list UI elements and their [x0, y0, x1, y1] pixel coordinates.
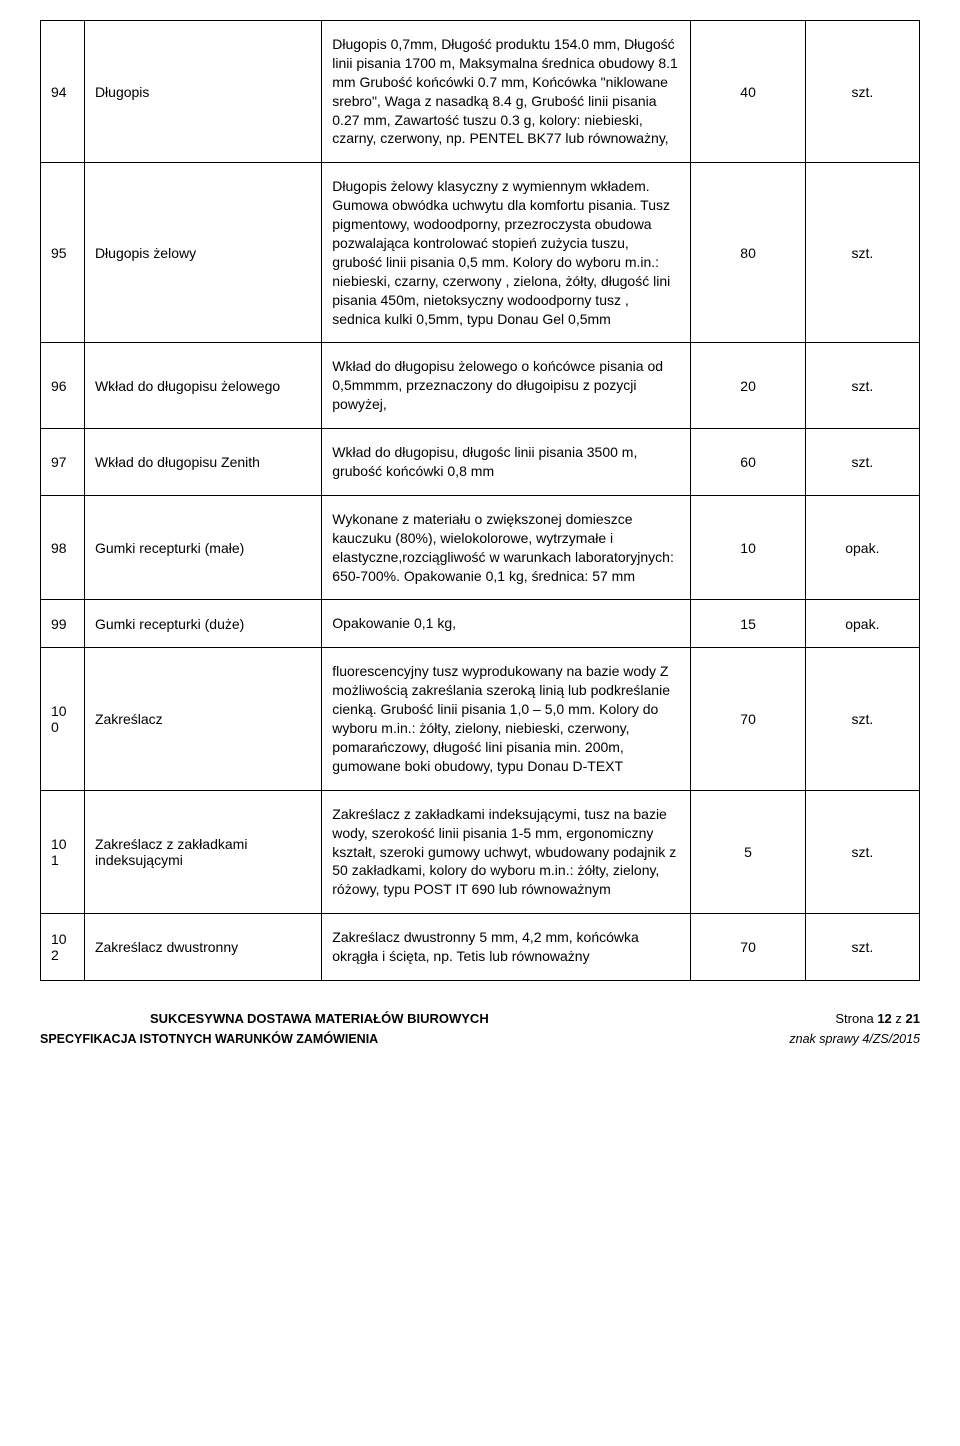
row-name: Wkład do długopisu żelowego	[84, 343, 321, 429]
row-unit: szt.	[805, 343, 919, 429]
row-desc: Zakreślacz z zakładkami indeksującymi, t…	[322, 790, 691, 913]
row-unit: opak.	[805, 495, 919, 600]
row-unit: szt.	[805, 914, 919, 981]
row-name: Zakreślacz z zakładkami indeksującymi	[84, 790, 321, 913]
row-unit: szt.	[805, 648, 919, 790]
table-row: 100Zakreślaczfluorescencyjny tusz wyprod…	[41, 648, 920, 790]
table-row: 102Zakreślacz dwustronnyZakreślacz dwust…	[41, 914, 920, 981]
row-unit: szt.	[805, 790, 919, 913]
row-name: Zakreślacz	[84, 648, 321, 790]
table-row: 95Długopis żelowyDługopis żelowy klasycz…	[41, 163, 920, 343]
row-num: 98	[41, 495, 85, 600]
row-qty: 80	[691, 163, 805, 343]
row-name: Długopis	[84, 21, 321, 163]
page-footer: SUKCESYWNA DOSTAWA MATERIAŁÓW BIUROWYCH …	[40, 1011, 920, 1046]
row-num: 101	[41, 790, 85, 913]
table-row: 94DługopisDługopis 0,7mm, Długość produk…	[41, 21, 920, 163]
table-row: 97Wkład do długopisu ZenithWkład do dług…	[41, 429, 920, 496]
row-num: 97	[41, 429, 85, 496]
row-desc: Wykonane z materiału o zwiększonej domie…	[322, 495, 691, 600]
table-row: 99Gumki recepturki (duże)Opakowanie 0,1 …	[41, 600, 920, 648]
row-num: 95	[41, 163, 85, 343]
row-desc: Wkład do długopisu, długośc linii pisani…	[322, 429, 691, 496]
row-qty: 70	[691, 914, 805, 981]
row-qty: 70	[691, 648, 805, 790]
row-qty: 15	[691, 600, 805, 648]
row-qty: 60	[691, 429, 805, 496]
table-row: 98Gumki recepturki (małe)Wykonane z mate…	[41, 495, 920, 600]
row-unit: szt.	[805, 21, 919, 163]
row-num: 96	[41, 343, 85, 429]
row-qty: 5	[691, 790, 805, 913]
row-qty: 40	[691, 21, 805, 163]
row-name: Wkład do długopisu Zenith	[84, 429, 321, 496]
table-row: 101Zakreślacz z zakładkami indeksującymi…	[41, 790, 920, 913]
row-name: Zakreślacz dwustronny	[84, 914, 321, 981]
page-total: 21	[906, 1011, 920, 1026]
page-current: 12	[877, 1011, 891, 1026]
row-name: Gumki recepturki (małe)	[84, 495, 321, 600]
row-unit: szt.	[805, 429, 919, 496]
row-desc: Wkład do długopisu żelowego o końcówce p…	[322, 343, 691, 429]
page-indicator: Strona 12 z 21	[835, 1011, 920, 1026]
row-qty: 20	[691, 343, 805, 429]
row-num: 99	[41, 600, 85, 648]
spec-table: 94DługopisDługopis 0,7mm, Długość produk…	[40, 20, 920, 981]
row-num: 94	[41, 21, 85, 163]
page-sep: z	[895, 1011, 902, 1026]
row-desc: Zakreślacz dwustronny 5 mm, 4,2 mm, końc…	[322, 914, 691, 981]
row-name: Gumki recepturki (duże)	[84, 600, 321, 648]
row-name: Długopis żelowy	[84, 163, 321, 343]
footer-znak: znak sprawy 4/ZS/2015	[789, 1032, 920, 1046]
table-row: 96Wkład do długopisu żelowegoWkład do dł…	[41, 343, 920, 429]
row-desc: Opakowanie 0,1 kg,	[322, 600, 691, 648]
row-desc: Długopis 0,7mm, Długość produktu 154.0 m…	[322, 21, 691, 163]
footer-title: SUKCESYWNA DOSTAWA MATERIAŁÓW BIUROWYCH	[150, 1011, 489, 1026]
row-num: 100	[41, 648, 85, 790]
row-unit: szt.	[805, 163, 919, 343]
row-num: 102	[41, 914, 85, 981]
footer-spec: SPECYFIKACJA ISTOTNYCH WARUNKÓW ZAMÓWIEN…	[40, 1032, 378, 1046]
row-desc: Długopis żelowy klasyczny z wymiennym wk…	[322, 163, 691, 343]
row-unit: opak.	[805, 600, 919, 648]
row-qty: 10	[691, 495, 805, 600]
page-label: Strona	[835, 1011, 873, 1026]
row-desc: fluorescencyjny tusz wyprodukowany na ba…	[322, 648, 691, 790]
